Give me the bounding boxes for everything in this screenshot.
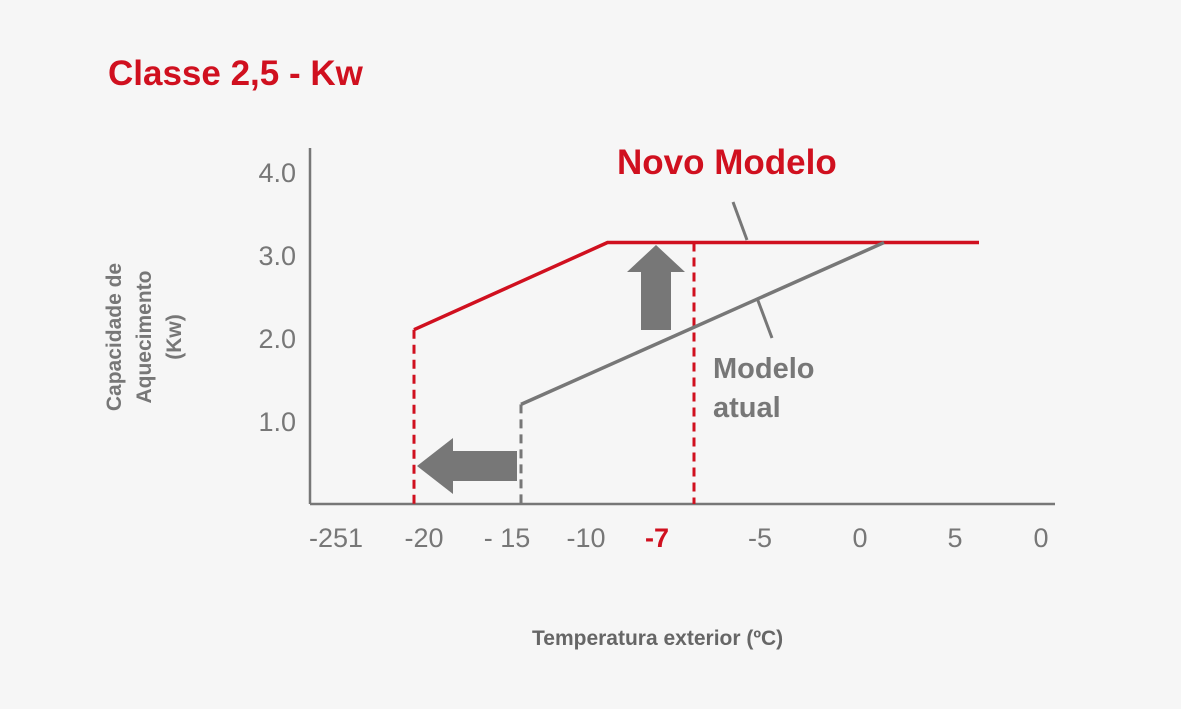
new-model-leader-line — [731, 201, 749, 241]
current-model-label-line-2: atual — [713, 392, 781, 424]
current-model-leader-line — [755, 297, 774, 339]
temperature-left-arrow — [417, 438, 517, 494]
chart-title: Classe 2,5 - Kw — [108, 54, 363, 93]
x-tick-label: 0 — [852, 523, 867, 553]
x-tick-label: -7 — [645, 523, 669, 553]
current-model-label: Modelo atual — [713, 350, 815, 428]
x-tick-label: -10 — [566, 523, 605, 553]
new-model-series-line — [413, 240, 979, 332]
capacity-up-arrow — [627, 245, 685, 330]
x-axis-label: Temperatura exterior (ºC) — [532, 627, 784, 650]
x-tick-label: -5 — [748, 523, 772, 553]
y-tick-label: 4.0 — [258, 158, 296, 188]
y-tick-label: 3.0 — [258, 241, 296, 271]
x-tick-label: 0 — [1033, 523, 1048, 553]
y-tick-label: 1.0 — [258, 407, 296, 437]
new-model-label: Novo Modelo — [617, 143, 837, 182]
y-tick-label: 2.0 — [258, 324, 296, 354]
current-model-series-line — [520, 240, 885, 406]
x-tick-label: -20 — [404, 523, 443, 553]
x-tick-label: -251 — [309, 523, 363, 553]
current-model-label-line-1: Modelo — [713, 353, 815, 385]
x-tick-label: - 15 — [484, 523, 531, 553]
x-tick-label: 5 — [947, 523, 962, 553]
